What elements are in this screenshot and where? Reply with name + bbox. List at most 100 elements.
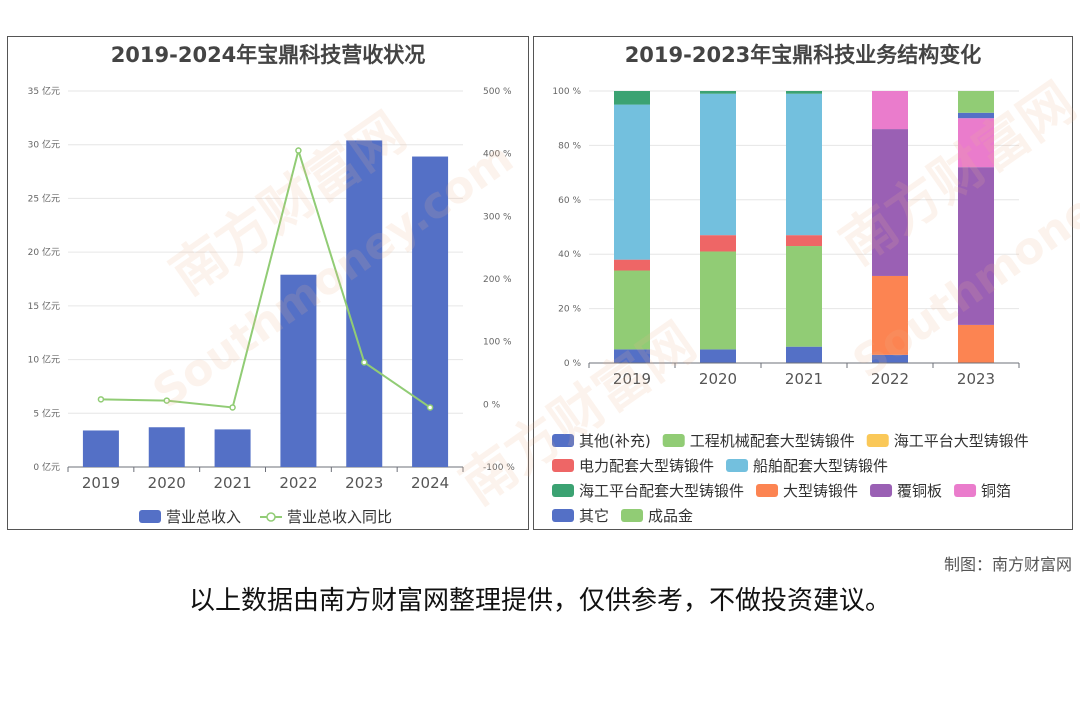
right-x-tick-label: 2021 [785, 370, 823, 388]
stack-segment [958, 324, 994, 363]
legend-label: 电力配套大型铸锻件 [579, 457, 714, 475]
legend-swatch-revenue [139, 510, 161, 523]
right-y-tick-label: 0 % [483, 400, 501, 410]
right-x-tick-label: 2023 [957, 370, 995, 388]
legend-swatch [662, 434, 685, 447]
right-y-tick-label: 0 % [564, 359, 582, 369]
legend-swatch [756, 484, 779, 497]
legend-swatch [726, 459, 749, 472]
yoy-line [100, 146, 431, 409]
revenue-chart-svg: 0 亿元 5 亿元 10 亿元 15 亿元 20 亿元 25 亿元 30 亿元 35 亿元 -1… [28, 85, 516, 526]
legend-label: 其它 [579, 507, 609, 525]
revenue-bar [148, 427, 185, 467]
legend-label: 工程机械配套大型铸锻件 [690, 432, 855, 450]
legend-swatch [621, 509, 644, 522]
revenue-bar [82, 430, 119, 467]
revenue-chart-title: 2019-2024年宝鼎科技营收状况 [110, 43, 426, 67]
stack-segment [700, 93, 736, 236]
right-y-tick-label: 400 % [483, 150, 512, 160]
stack-segment [614, 91, 650, 105]
legend-swatch [552, 434, 574, 447]
yoy-point [426, 404, 434, 411]
yoy-point [229, 404, 236, 411]
stack-segment [700, 251, 736, 350]
legend-label: 铜箔 [981, 482, 1011, 500]
legend-swatch [870, 484, 893, 497]
left-x-tick-label: 2024 [411, 474, 449, 492]
left-y-tick-label: 5 亿元 [33, 407, 60, 419]
yoy-point [97, 396, 105, 403]
revenue-bar [412, 156, 449, 467]
disclaimer-text: 以上数据由南方财富网整理提供，仅供参考，不做投资建议。 [188, 586, 891, 616]
stack-segment [958, 167, 994, 325]
stack-segment [700, 91, 736, 94]
stack-segment [872, 275, 908, 355]
stack-segment [786, 246, 822, 347]
stack-segment [614, 259, 650, 271]
legend-swatch-yoy-dot [266, 512, 276, 522]
yoy-point [295, 147, 302, 154]
left-y-tick-label: 30 亿元 [28, 139, 60, 151]
stack-segment [786, 235, 822, 247]
legend-label: 大型铸锻件 [783, 482, 858, 500]
stack-segment [700, 349, 736, 363]
legend-label: 其他(补充) [579, 432, 651, 450]
legend-label: 船舶配套大型铸锻件 [753, 457, 888, 475]
right-x-tick-label: 2019 [613, 370, 651, 388]
revenue-bar [280, 274, 317, 467]
legend-label-revenue: 营业总收入 [166, 508, 241, 526]
legend-swatch [866, 434, 889, 447]
right-y-tick-label: 100 % [483, 338, 512, 348]
left-y-tick-label: 20 亿元 [28, 246, 60, 258]
revenue-chart-panel: 2019-2024年宝鼎科技营收状况 0 亿元 5 亿元 10 亿元 15 亿元 20 … [7, 36, 529, 530]
stack-segment [786, 91, 822, 94]
right-y-tick-label: 300 % [483, 212, 512, 222]
stack-segment [958, 91, 994, 113]
stack-segment [872, 129, 908, 276]
legend-swatch [552, 509, 574, 522]
legend-label: 成品金 [648, 507, 693, 525]
right-y-tick-label: 500 % [483, 87, 512, 97]
right-y-tick-label: 60 % [558, 196, 581, 206]
stack-segment [872, 354, 908, 363]
stack-segment [786, 93, 822, 236]
legend-swatch [954, 484, 977, 497]
legend-label: 海工平台大型铸锻件 [894, 432, 1029, 450]
stack-segment [958, 118, 994, 168]
stack-segment [872, 91, 908, 130]
stack-segment [958, 112, 994, 119]
stack-segment [614, 104, 650, 260]
stack-segment [614, 349, 650, 363]
structure-chart-title: 2019-2023年宝鼎科技业务结构变化 [624, 43, 982, 67]
right-y-tick-label: -100 % [483, 463, 515, 473]
left-y-tick-label: 15 亿元 [28, 300, 60, 312]
right-y-tick-label: 20 % [558, 305, 581, 315]
right-x-tick-label: 2022 [871, 370, 909, 388]
legend-swatch [552, 484, 574, 497]
structure-chart-panel: 2019-2023年宝鼎科技业务结构变化 0 % 20 % 40 % 60 % 80 %… [533, 36, 1073, 530]
revenue-bar [214, 429, 251, 467]
legend-swatch [552, 459, 574, 472]
left-y-tick-label: 0 亿元 [33, 461, 60, 473]
structure-chart-svg: 0 % 20 % 40 % 60 % 80 % 100 % 2019 2020 2021 2022… [552, 87, 1029, 525]
left-x-tick-label: 2020 [148, 474, 186, 492]
stack-segment [786, 346, 822, 363]
left-x-tick-label: 2019 [82, 474, 120, 492]
left-y-tick-label: 10 亿元 [28, 354, 60, 366]
legend-label-yoy: 营业总收入同比 [287, 508, 392, 526]
left-y-tick-label: 35 亿元 [28, 85, 60, 97]
chart-credit: 制图：南方财富网 [943, 555, 1072, 574]
right-y-tick-label: 200 % [483, 275, 512, 285]
right-y-tick-label: 40 % [558, 250, 581, 260]
right-y-tick-label: 100 % [552, 87, 581, 97]
left-x-tick-label: 2021 [213, 474, 251, 492]
left-x-tick-label: 2022 [279, 474, 317, 492]
right-y-tick-label: 80 % [558, 141, 581, 151]
revenue-bar [346, 140, 383, 467]
yoy-point [361, 359, 368, 366]
left-x-tick-label: 2023 [345, 474, 383, 492]
right-x-tick-label: 2020 [699, 370, 737, 388]
yoy-point [163, 397, 170, 404]
left-y-tick-label: 25 亿元 [28, 192, 60, 204]
legend-label: 海工平台配套大型铸锻件 [579, 482, 744, 500]
